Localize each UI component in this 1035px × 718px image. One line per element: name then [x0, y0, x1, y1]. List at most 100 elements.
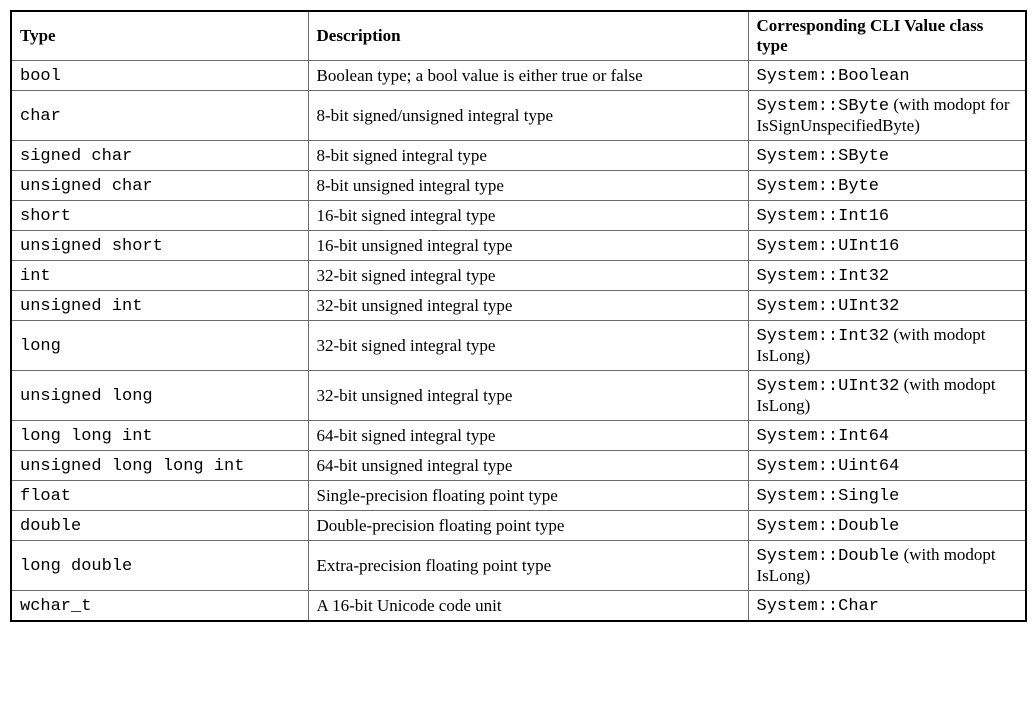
- table-row: double Double-precision floating point ty…: [11, 511, 1026, 541]
- description-text: Boolean type; a bool value is either tru…: [317, 66, 643, 85]
- cell-type: long double: [11, 541, 308, 591]
- cell-type: double: [11, 511, 308, 541]
- cell-type: unsigned char: [11, 171, 308, 201]
- table-row: unsigned long long int 64-bit unsigned in…: [11, 451, 1026, 481]
- description-text: Extra-precision floating point type: [317, 556, 552, 575]
- cli-code: System::Byte: [757, 177, 879, 196]
- cell-description: 32-bit signed integral type: [308, 261, 748, 291]
- cli-code: System::Char: [757, 597, 879, 616]
- cell-description: Boolean type; a bool value is either tru…: [308, 61, 748, 91]
- cell-description: 8-bit signed integral type: [308, 141, 748, 171]
- type-code: wchar_t: [20, 597, 91, 616]
- cell-description: A 16-bit Unicode code unit: [308, 591, 748, 622]
- cell-description: 64-bit signed integral type: [308, 421, 748, 451]
- cell-type: unsigned long long int: [11, 451, 308, 481]
- table-row: long32-bit signed integral typeSystem::I…: [11, 321, 1026, 371]
- cell-type: signed char: [11, 141, 308, 171]
- cell-description: 32-bit unsigned integral type: [308, 291, 748, 321]
- cell-cli: System::SByte (with modopt for IsSignUns…: [748, 91, 1026, 141]
- type-code: unsigned short: [20, 237, 163, 256]
- header-description: Description: [308, 11, 748, 61]
- cell-cli: System::UInt32: [748, 291, 1026, 321]
- cell-cli: System::Double: [748, 511, 1026, 541]
- description-text: 16-bit unsigned integral type: [317, 236, 513, 255]
- table-row: short 16-bit signed integral type System::…: [11, 201, 1026, 231]
- type-code: long long int: [20, 427, 153, 446]
- cell-cli: System::Byte: [748, 171, 1026, 201]
- cli-code: System::Int32: [757, 327, 890, 346]
- cell-type: unsigned int: [11, 291, 308, 321]
- cli-code: System::Int64: [757, 427, 890, 446]
- cell-cli: System::Boolean: [748, 61, 1026, 91]
- cli-code: System::UInt16: [757, 237, 900, 256]
- cell-type: short: [11, 201, 308, 231]
- header-cli: Corresponding CLI Value class type: [748, 11, 1026, 61]
- table-row: long long int 64-bit signed integral type…: [11, 421, 1026, 451]
- table-row: unsigned short 16-bit unsigned integral t…: [11, 231, 1026, 261]
- cell-description: 16-bit unsigned integral type: [308, 231, 748, 261]
- description-text: 32-bit unsigned integral type: [317, 386, 513, 405]
- cli-code: System::Uint64: [757, 457, 900, 476]
- cell-description: 16-bit signed integral type: [308, 201, 748, 231]
- type-code: int: [20, 267, 51, 286]
- type-code: short: [20, 207, 71, 226]
- type-code: long double: [20, 557, 132, 576]
- cell-description: Double-precision floating point type: [308, 511, 748, 541]
- table-row: unsigned int 32-bit unsigned integral typ…: [11, 291, 1026, 321]
- cli-code: System::Int32: [757, 267, 890, 286]
- type-code: unsigned char: [20, 177, 153, 196]
- cell-cli: System::SByte: [748, 141, 1026, 171]
- table-row: wchar_t A 16-bit Unicode code unit System:…: [11, 591, 1026, 622]
- type-code: unsigned int: [20, 297, 142, 316]
- cell-type: unsigned long: [11, 371, 308, 421]
- type-code: unsigned long: [20, 387, 153, 406]
- table-row: bool Boolean type; a bool value is either…: [11, 61, 1026, 91]
- types-table: Type Description Corresponding CLI Value…: [10, 10, 1027, 622]
- cli-code: System::UInt32: [757, 297, 900, 316]
- table-row: char 8-bit signed/unsigned integral type S…: [11, 91, 1026, 141]
- cell-description: 8-bit signed/unsigned integral type: [308, 91, 748, 141]
- cell-description: 8-bit unsigned integral type: [308, 171, 748, 201]
- table-row: int 32-bit signed integral type System::In…: [11, 261, 1026, 291]
- description-text: 8-bit signed/unsigned integral type: [317, 106, 554, 125]
- type-code: double: [20, 517, 81, 536]
- cell-cli: System::UInt16: [748, 231, 1026, 261]
- cell-cli: System::Int32 (with modopt IsLong): [748, 321, 1026, 371]
- cell-type: unsigned short: [11, 231, 308, 261]
- description-text: 64-bit unsigned integral type: [317, 456, 513, 475]
- type-code: float: [20, 487, 71, 506]
- table-body: bool Boolean type; a bool value is either…: [11, 61, 1026, 622]
- cell-cli: System::Int64: [748, 421, 1026, 451]
- description-text: 16-bit signed integral type: [317, 206, 496, 225]
- cell-type: float: [11, 481, 308, 511]
- cell-type: char: [11, 91, 308, 141]
- table-row: long double Extra-precision floating poin…: [11, 541, 1026, 591]
- cli-code: System::Double: [757, 517, 900, 536]
- cli-code: System::Double: [757, 547, 900, 566]
- type-code: long: [20, 337, 61, 356]
- cli-code: System::UInt32: [757, 377, 900, 396]
- table-row: unsigned char 8-bit unsigned integral typ…: [11, 171, 1026, 201]
- header-type: Type: [11, 11, 308, 61]
- cell-description: Single-precision floating point type: [308, 481, 748, 511]
- description-text: 8-bit signed integral type: [317, 146, 487, 165]
- cell-description: 32-bit signed integral type: [308, 321, 748, 371]
- cell-cli: System::UInt32 (with modopt IsLong): [748, 371, 1026, 421]
- cell-cli: System::Int32: [748, 261, 1026, 291]
- cell-description: 32-bit unsigned integral type: [308, 371, 748, 421]
- description-text: 32-bit unsigned integral type: [317, 296, 513, 315]
- table-header-row: Type Description Corresponding CLI Value…: [11, 11, 1026, 61]
- cli-code: System::Single: [757, 487, 900, 506]
- type-code: unsigned long long int: [20, 457, 244, 476]
- table-row: float Single-precision floating point typ…: [11, 481, 1026, 511]
- cell-description: Extra-precision floating point type: [308, 541, 748, 591]
- description-text: 8-bit unsigned integral type: [317, 176, 504, 195]
- cell-cli: System::Double (with modopt IsLong): [748, 541, 1026, 591]
- type-code: bool: [20, 67, 61, 86]
- type-code: signed char: [20, 147, 132, 166]
- cli-code: System::Boolean: [757, 67, 910, 86]
- cell-type: long: [11, 321, 308, 371]
- cell-type: bool: [11, 61, 308, 91]
- cli-code: System::SByte: [757, 97, 890, 116]
- cli-code: System::Int16: [757, 207, 890, 226]
